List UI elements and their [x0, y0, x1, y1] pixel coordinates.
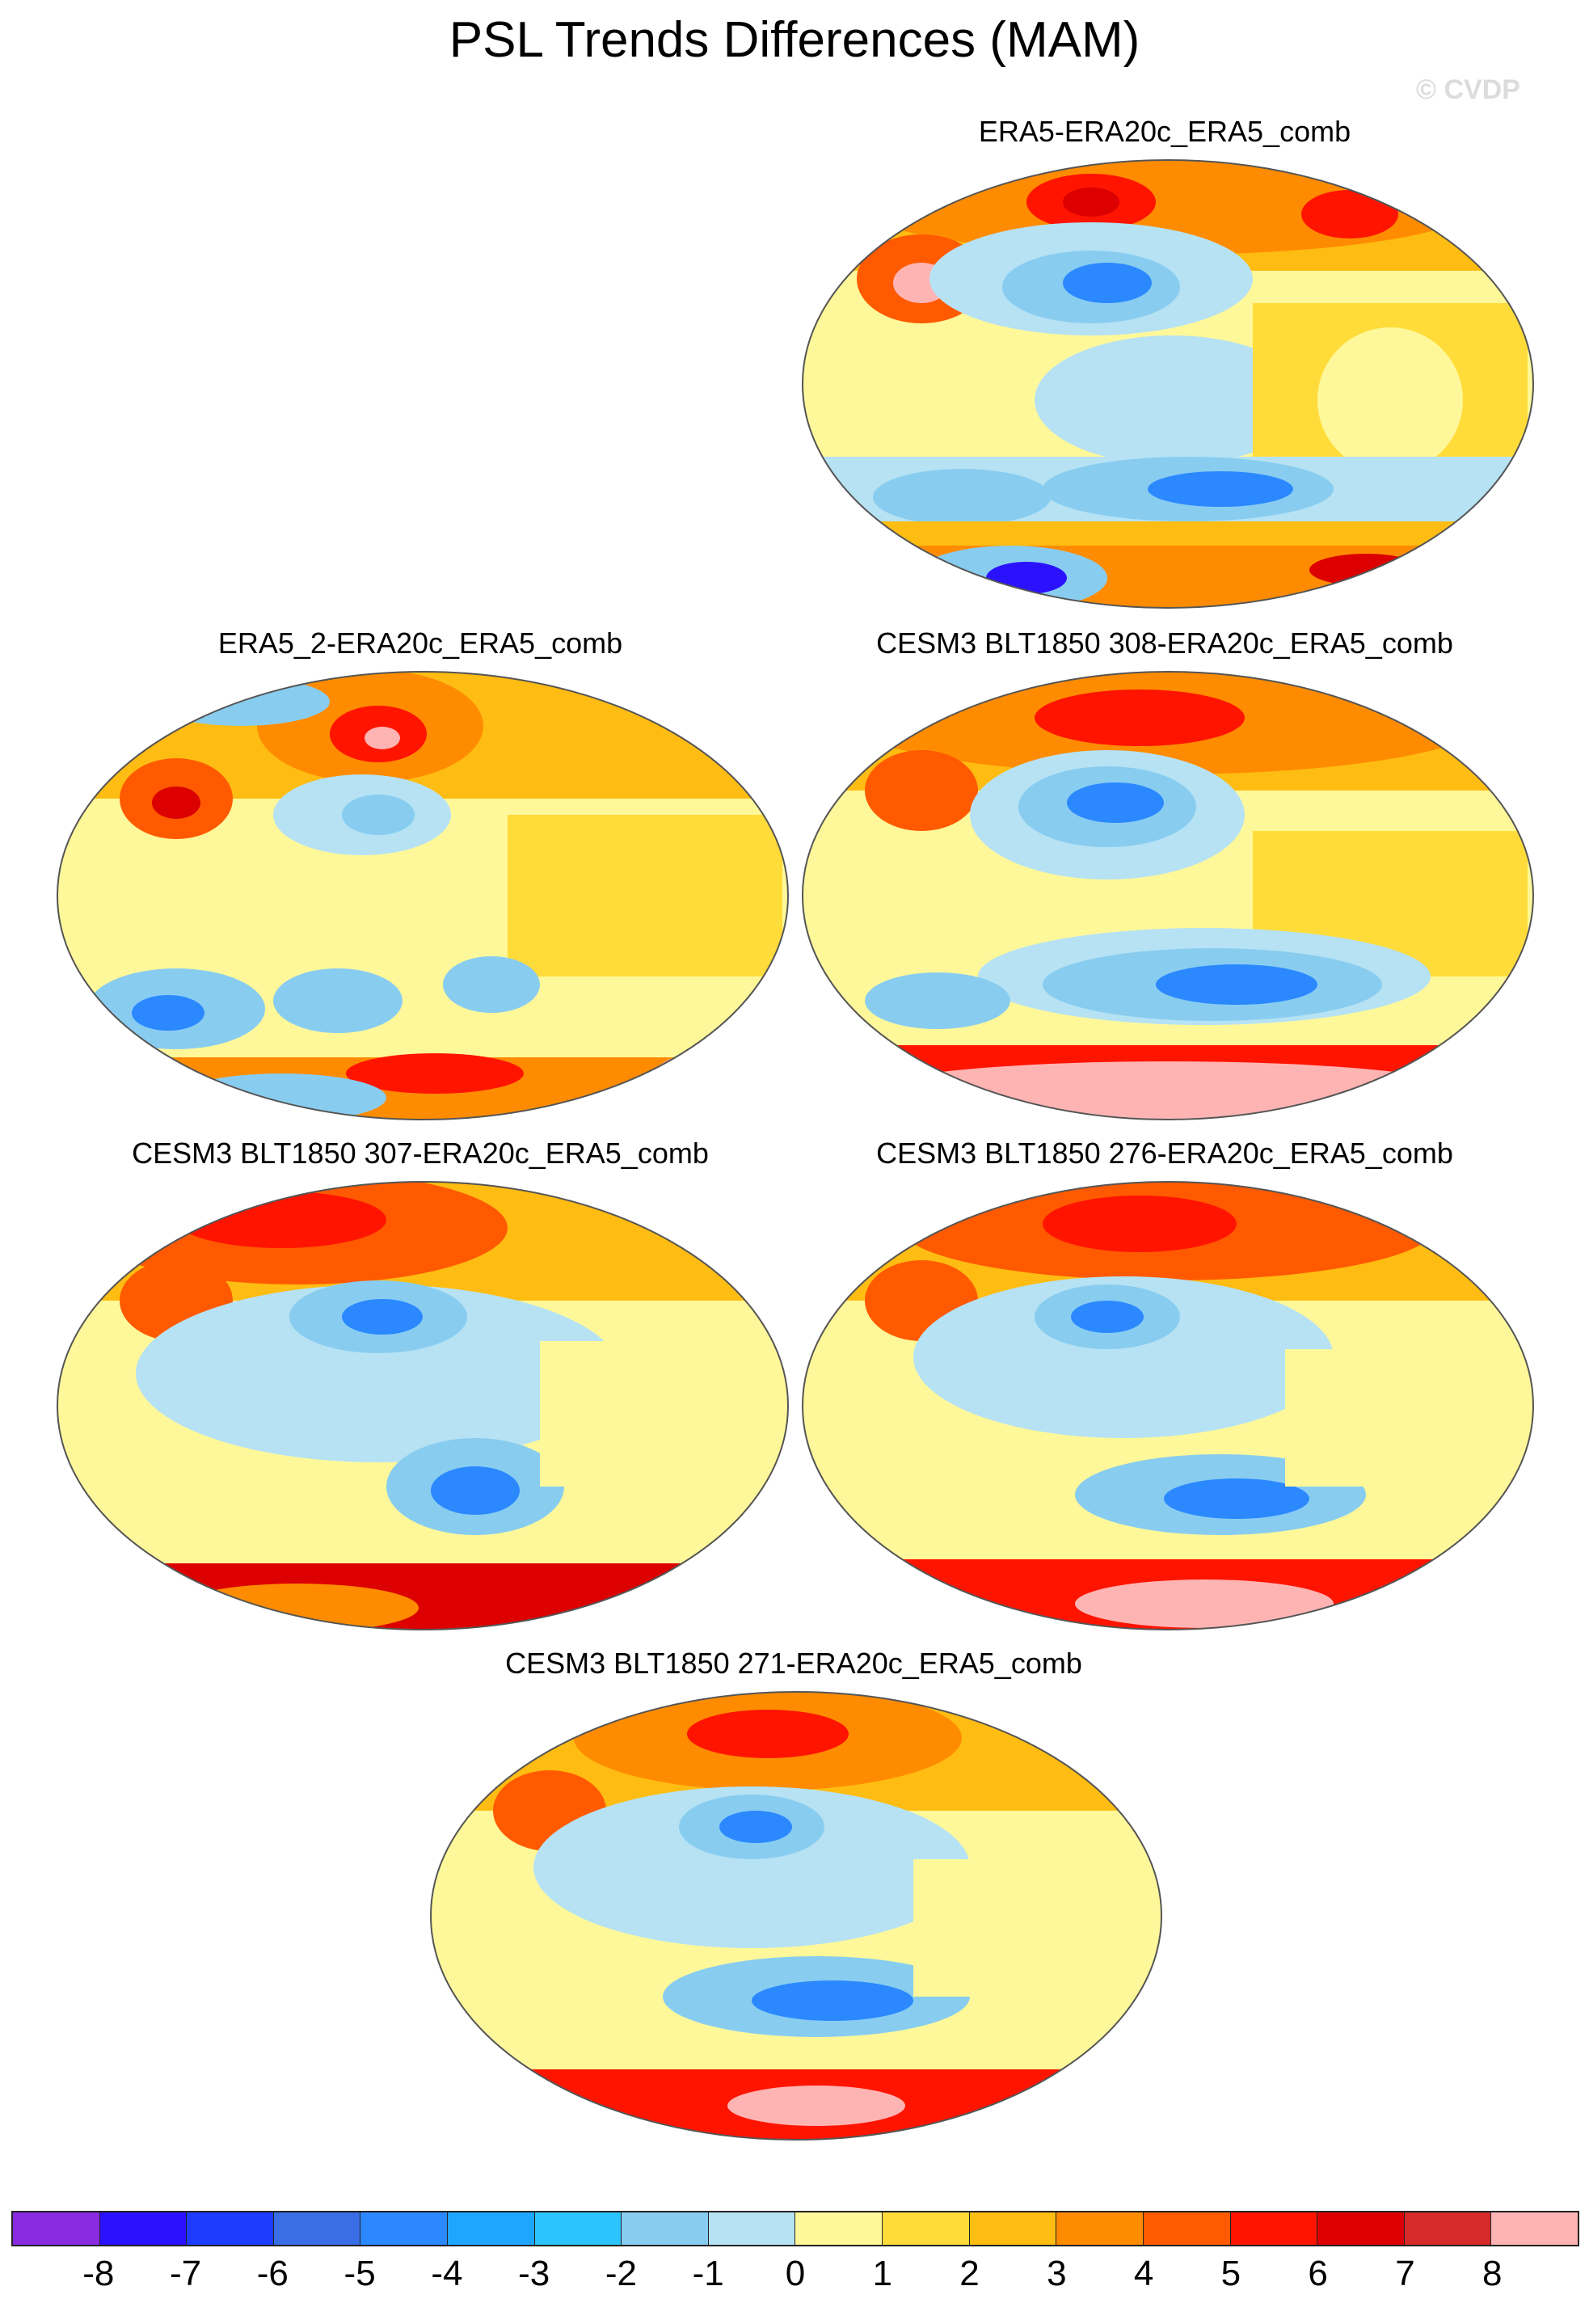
colorbar-swatch-14 [1230, 2212, 1318, 2245]
colorbar-swatch-7 [622, 2212, 709, 2245]
colorbar-swatch-2 [187, 2212, 274, 2245]
colorbar-swatch-15 [1317, 2212, 1405, 2245]
colorbar-label: 5 [1220, 2254, 1241, 2293]
colorbar-swatch-11 [969, 2212, 1057, 2245]
panel-title-5: CESM3 BLT1850 276-ERA20c_ERA5_comb [876, 1137, 1453, 1170]
colorbar-label: -1 [692, 2254, 724, 2293]
map-panel-1 [802, 159, 1534, 609]
panel-title-3: CESM3 BLT1850 308-ERA20c_ERA5_comb [876, 626, 1453, 660]
panel-title-6: CESM3 BLT1850 271-ERA20c_ERA5_comb [505, 1647, 1082, 1680]
colorbar-label: 4 [1133, 2254, 1154, 2293]
map-panel-4 [57, 1181, 789, 1630]
colorbar-label: 7 [1395, 2254, 1415, 2293]
colorbar-swatch-8 [708, 2212, 796, 2245]
map-panel-6 [430, 1691, 1162, 2141]
panel-title-2: ERA5_2-ERA20c_ERA5_comb [217, 626, 623, 660]
colorbar-swatch-3 [273, 2212, 361, 2245]
colorbar-label: 0 [785, 2254, 806, 2293]
watermark: © CVDP [1416, 74, 1520, 105]
colorbar [11, 2211, 1579, 2246]
colorbar-swatch-9 [795, 2212, 883, 2245]
colorbar-label: 8 [1482, 2254, 1503, 2293]
colorbar-swatch-12 [1056, 2212, 1144, 2245]
colorbar-swatch-5 [448, 2212, 535, 2245]
colorbar-label: 6 [1308, 2254, 1328, 2293]
panel-title-4: CESM3 BLT1850 307-ERA20c_ERA5_comb [132, 1137, 709, 1170]
colorbar-label: 1 [872, 2254, 892, 2293]
colorbar-swatch-0 [13, 2212, 100, 2245]
colorbar-label: -2 [605, 2254, 637, 2293]
colorbar-label: -5 [344, 2254, 376, 2293]
colorbar-label: -6 [256, 2254, 289, 2293]
colorbar-swatch-13 [1143, 2212, 1231, 2245]
colorbar-swatch-17 [1491, 2212, 1578, 2245]
page-title: PSL Trends Differences (MAM) [449, 12, 1140, 68]
colorbar-label: -3 [518, 2254, 550, 2293]
colorbar-label: 2 [959, 2254, 980, 2293]
colorbar-label: -8 [82, 2254, 115, 2293]
colorbar-label: -4 [431, 2254, 463, 2293]
map-panel-2 [57, 671, 789, 1120]
colorbar-swatch-10 [883, 2212, 970, 2245]
colorbar-swatch-16 [1404, 2212, 1492, 2245]
map-panel-3 [802, 671, 1534, 1120]
map-panel-5 [802, 1181, 1534, 1630]
colorbar-label: -7 [169, 2254, 202, 2293]
colorbar-labels: -8 -7 -6 -5 -4 -3 -2 -1 0 1 2 3 4 5 6 7 8 [0, 2254, 1589, 2302]
panel-title-1: ERA5-ERA20c_ERA5_comb [978, 115, 1351, 148]
colorbar-swatch-1 [99, 2212, 188, 2245]
colorbar-label: 3 [1047, 2254, 1067, 2293]
colorbar-swatch-6 [534, 2212, 622, 2245]
colorbar-swatch-4 [360, 2212, 449, 2245]
